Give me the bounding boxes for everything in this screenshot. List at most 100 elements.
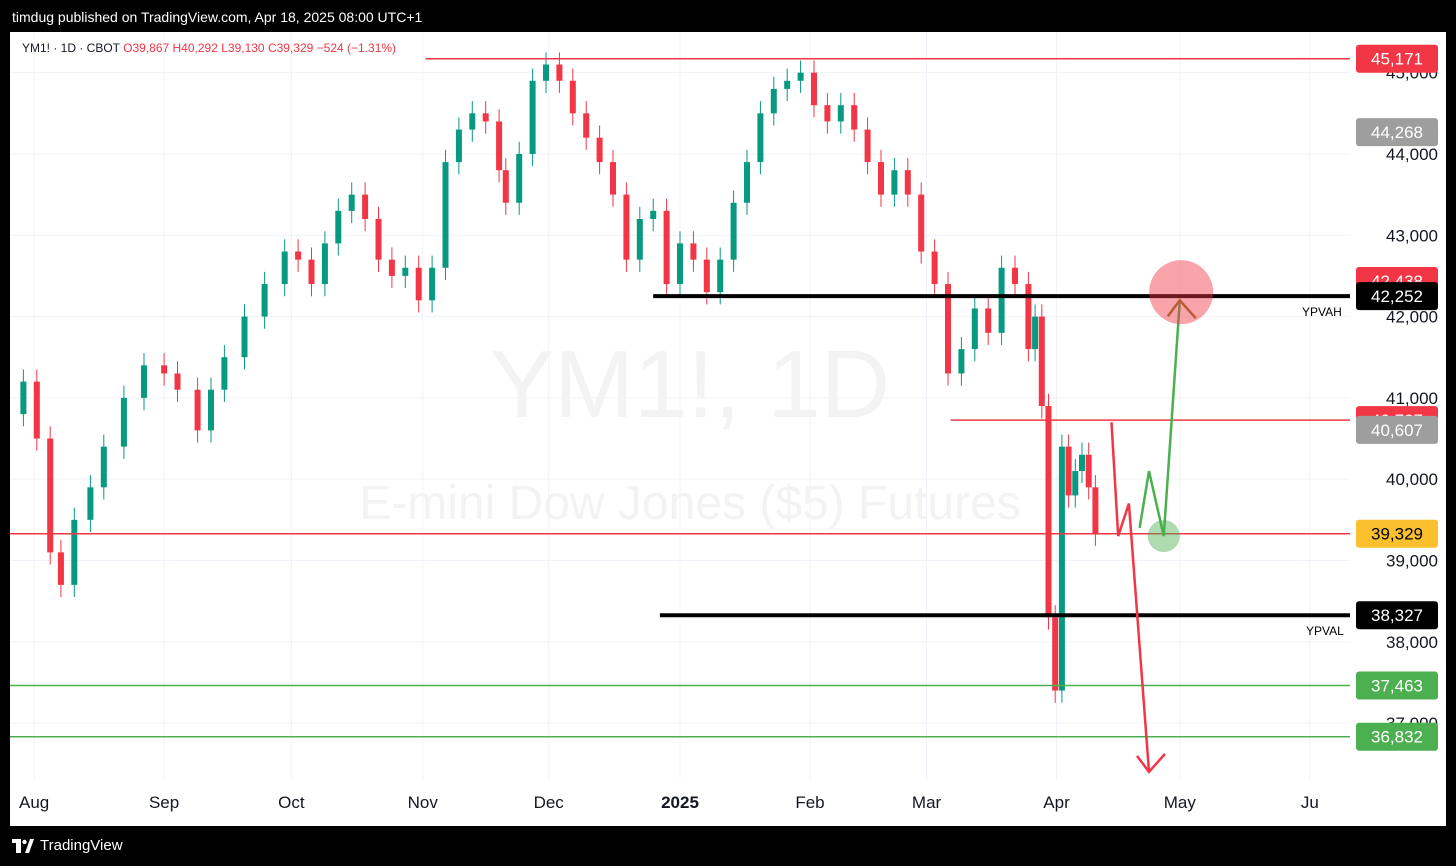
candle-body: [1025, 284, 1032, 350]
candle-body: [57, 552, 64, 585]
price-label: 44,268: [1371, 123, 1423, 142]
candle-body: [797, 72, 804, 81]
price-label-bg: [1356, 282, 1438, 311]
candle-body: [663, 210, 670, 285]
candle-body: [971, 308, 978, 350]
price-label-bg: [1356, 415, 1438, 444]
price-label-bg: [1356, 722, 1438, 751]
price-chart[interactable]: YM1!, 1D E-mini Dow Jones ($5) Futures YPV…: [10, 32, 1446, 826]
ohlc-info: YM1! · 1D · CBOT O39,867 H40,292 L39,130…: [22, 41, 396, 55]
candle-body: [543, 64, 549, 81]
candle-body: [1079, 454, 1085, 472]
y-axis-tick: 38,000: [1386, 633, 1438, 652]
candle-body: [161, 365, 168, 374]
candle-body: [442, 162, 449, 268]
x-axis-label: Apr: [1043, 793, 1070, 812]
candle-body: [241, 316, 248, 358]
candle-body: [502, 170, 509, 203]
chart-panel[interactable]: YM1!, 1D E-mini Dow Jones ($5) Futures YPV…: [10, 32, 1446, 826]
candle-body: [730, 202, 737, 260]
price-label: 39,329: [1371, 525, 1423, 544]
candle-body: [569, 80, 576, 114]
candle-body: [529, 80, 536, 154]
footer-bar: TradingView: [0, 826, 1456, 866]
candle-body: [415, 267, 422, 301]
candle-body: [1092, 487, 1099, 534]
candle-body: [824, 105, 831, 122]
candle-body: [1032, 316, 1039, 350]
candle-body: [636, 219, 643, 260]
y-axis-tick: 43,000: [1386, 226, 1438, 245]
candle-body: [496, 121, 503, 171]
candle-body: [985, 308, 992, 333]
candle-body: [744, 162, 750, 203]
candle-body: [208, 389, 214, 431]
y-axis-tick: 41,000: [1386, 389, 1438, 408]
candle-body: [931, 251, 938, 285]
x-axis-label: Aug: [19, 793, 49, 812]
candle-body: [998, 267, 1005, 333]
candle-body: [141, 365, 147, 398]
candle-body: [945, 284, 951, 374]
candle-body: [516, 153, 523, 203]
candle-body: [1085, 454, 1092, 488]
candle-body: [402, 267, 409, 276]
price-label-bg: [1356, 671, 1438, 700]
x-axis-label: Sep: [149, 793, 179, 812]
candle-body: [918, 194, 925, 252]
bullish-projection-path: [1138, 300, 1182, 537]
candle-body: [20, 381, 27, 415]
price-label-bg: [1356, 44, 1438, 73]
candle-body: [1038, 316, 1045, 406]
candle-body: [1058, 446, 1065, 691]
y-axis-tick: 40,000: [1386, 470, 1438, 489]
candle-body: [469, 113, 476, 130]
y-axis-tick: 42,000: [1386, 308, 1438, 327]
candle-body: [1012, 267, 1018, 285]
price-label: 42,252: [1371, 287, 1423, 306]
candle-body: [71, 519, 78, 585]
candle-body: [757, 113, 764, 163]
y-axis-tick: 39,000: [1386, 551, 1438, 570]
candle-body: [864, 129, 871, 163]
watermark-name: E-mini Dow Jones ($5) Futures: [359, 477, 1021, 530]
candle-body: [703, 259, 710, 293]
candle-body: [690, 243, 697, 260]
candle-body: [221, 357, 228, 390]
tradingview-logo-icon: [12, 839, 34, 853]
candle-body: [623, 194, 630, 260]
candle-body: [556, 64, 563, 81]
x-axis-label: Oct: [278, 793, 305, 812]
candle-body: [904, 170, 911, 195]
candle-body: [1052, 617, 1059, 691]
candle-body: [1072, 471, 1079, 496]
target-marker: [1149, 260, 1214, 325]
bearish-arrowhead: [1136, 753, 1166, 774]
price-label-bg: [1356, 118, 1438, 147]
price-label-bg: [1356, 519, 1438, 548]
candle-body: [120, 397, 127, 447]
candle-body: [482, 113, 489, 122]
candle-body: [770, 88, 777, 114]
price-label: 38,327: [1371, 606, 1423, 625]
candle-body: [335, 210, 342, 244]
candle-body: [375, 219, 382, 260]
ypvah-label: YPVAH: [1302, 305, 1342, 319]
x-axis-label: May: [1164, 793, 1197, 812]
tradingview-brand: TradingView: [40, 837, 123, 854]
candle-body: [596, 137, 603, 163]
y-axis-tick: 44,000: [1386, 145, 1438, 164]
candle-body: [717, 259, 724, 293]
publisher-text: timdug published on TradingView.com, Apr…: [12, 9, 423, 25]
candle-body: [321, 243, 328, 285]
price-label-bg: [1356, 601, 1438, 630]
candle-body: [1045, 406, 1052, 618]
x-axis-label: Feb: [795, 793, 824, 812]
candle-body: [1065, 446, 1072, 496]
candle-body: [811, 72, 817, 106]
candle-body: [261, 284, 268, 317]
price-label: 45,171: [1371, 50, 1423, 69]
price-label: 37,463: [1371, 676, 1423, 695]
candle-body: [100, 446, 107, 488]
x-axis-label: Dec: [534, 793, 565, 812]
